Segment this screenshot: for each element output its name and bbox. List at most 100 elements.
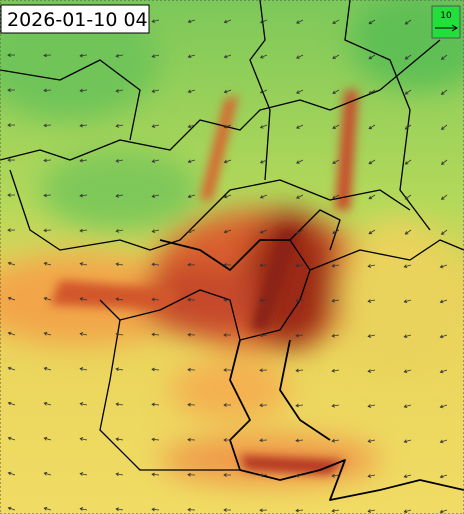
wind-arrow — [43, 228, 52, 233]
wind-arrow — [439, 439, 448, 444]
wind-arrow — [43, 506, 52, 511]
legend-arrow — [435, 24, 458, 32]
wind-arrow — [223, 473, 232, 477]
wind-arrow — [295, 438, 304, 443]
wind-arrow — [439, 334, 448, 339]
wind-arrow — [187, 19, 196, 24]
wind-arrow — [332, 54, 340, 59]
wind-arrow — [7, 366, 16, 371]
wind-arrow — [151, 89, 160, 93]
wind-arrow — [367, 439, 376, 443]
wind-arrow — [115, 88, 124, 93]
wind-arrow — [187, 297, 196, 302]
wind-arrow — [404, 54, 412, 60]
wind-arrow — [259, 194, 268, 199]
wind-arrow — [404, 89, 412, 95]
timestamp-box — [0, 4, 150, 34]
wind-arrow — [43, 53, 52, 58]
wind-arrow — [296, 89, 304, 94]
wind-arrow — [7, 401, 16, 406]
wind-arrow — [332, 194, 340, 199]
wind-arrow — [368, 229, 376, 235]
wind-arrow — [223, 508, 232, 512]
wind-arrow — [79, 88, 88, 93]
wind-arrow — [187, 124, 196, 129]
wind-arrow — [79, 53, 88, 58]
wind-arrow — [403, 334, 412, 339]
wind-arrow — [7, 436, 16, 441]
wind-arrow — [223, 403, 232, 407]
wind-arrow — [331, 298, 340, 303]
wind-arrow — [43, 366, 52, 371]
wind-arrow — [439, 404, 448, 409]
wind-arrow — [187, 229, 196, 234]
wind-arrow — [43, 193, 52, 198]
wind-arrow — [403, 264, 412, 269]
wind-arrow — [7, 506, 16, 511]
wind-arrow — [295, 298, 304, 303]
wind-arrow — [79, 158, 88, 163]
wind-arrow — [187, 437, 196, 442]
wind-arrow — [223, 298, 232, 302]
wind-arrow — [115, 402, 124, 407]
wind-arrow — [259, 333, 268, 338]
wind-arrow — [259, 124, 268, 129]
wind-arrow — [187, 402, 196, 407]
wind-arrow — [151, 367, 160, 372]
wind-arrow — [79, 472, 88, 476]
wind-arrow — [368, 159, 376, 165]
wind-arrow — [403, 299, 412, 304]
wind-arrow — [151, 437, 160, 442]
wind-arrow — [187, 472, 196, 477]
wind-arrow — [151, 229, 160, 233]
wind-arrow — [7, 228, 16, 232]
wind-arrow — [7, 193, 16, 197]
wind-arrow — [259, 89, 268, 94]
wind-arrow — [43, 88, 52, 93]
wind-arrow — [404, 159, 412, 165]
wind-arrow — [115, 53, 124, 58]
wind-arrow — [151, 297, 160, 302]
wind-arrow — [115, 262, 124, 267]
timestamp: 2026-01-10 04 — [7, 9, 148, 31]
wind-arrow — [43, 158, 52, 163]
wind-arrow — [331, 333, 340, 338]
wind-arrow — [187, 194, 196, 199]
wind-arrow — [79, 437, 88, 441]
wind-arrow — [259, 368, 268, 373]
wind-arrow — [367, 369, 376, 373]
wind-arrow — [223, 194, 232, 199]
wind-arrow — [43, 261, 52, 266]
wind-arrow — [295, 333, 304, 338]
wind-arrow — [43, 471, 52, 476]
wind-arrow — [115, 332, 124, 337]
wind-arrow — [403, 369, 412, 374]
wind-arrow — [223, 54, 232, 59]
wind-arrow — [151, 472, 160, 477]
wind-arrow — [79, 297, 88, 301]
wind-arrow — [331, 403, 340, 408]
wind-arrow — [367, 404, 376, 408]
wind-arrow — [403, 404, 412, 409]
wind-arrow — [296, 229, 304, 234]
wind-arrow — [367, 264, 376, 268]
wind-arrow — [332, 229, 340, 234]
wind-arrow — [79, 402, 88, 406]
wind-arrow — [296, 159, 304, 164]
wind-arrow — [79, 123, 88, 128]
wind-arrow — [223, 229, 232, 234]
wind-arrow — [43, 401, 52, 406]
wind-arrow — [7, 471, 16, 476]
wind-arrow — [368, 124, 376, 130]
wind-arrow — [259, 298, 268, 303]
wind-arrow — [7, 296, 16, 301]
wind-arrow — [259, 403, 268, 408]
wind-arrow — [295, 508, 304, 513]
wind-arrow — [223, 438, 232, 442]
wind-arrow — [295, 403, 304, 408]
wind-arrow — [187, 159, 196, 164]
wind-arrow — [332, 124, 340, 129]
wind-arrow — [151, 507, 160, 512]
wind-arrow — [332, 19, 340, 24]
wind-arrow — [331, 508, 340, 513]
